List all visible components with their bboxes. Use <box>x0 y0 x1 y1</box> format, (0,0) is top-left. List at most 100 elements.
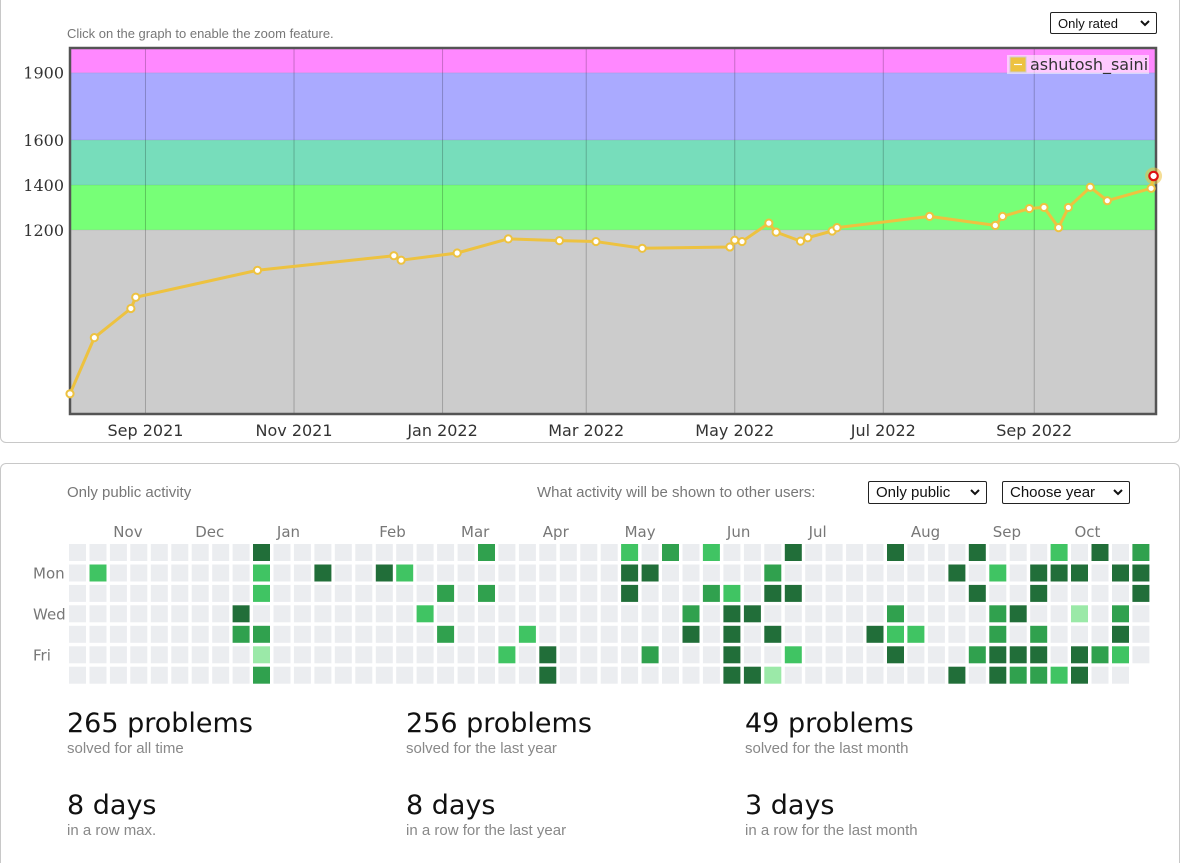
activity-cell[interactable] <box>723 666 741 684</box>
activity-cell[interactable] <box>887 666 904 684</box>
activity-cell[interactable] <box>396 564 414 582</box>
data-point[interactable] <box>89 333 99 343</box>
activity-cell[interactable] <box>1050 605 1068 623</box>
activity-cell[interactable] <box>866 605 884 623</box>
activity-cell[interactable] <box>723 544 741 561</box>
activity-cell[interactable] <box>478 564 495 582</box>
activity-cell[interactable] <box>232 584 250 602</box>
activity-cell[interactable] <box>293 564 311 582</box>
activity-cell[interactable] <box>968 564 986 582</box>
activity-cell[interactable] <box>887 544 904 561</box>
activity-cell[interactable] <box>375 584 393 602</box>
activity-cell[interactable] <box>437 625 455 643</box>
activity-cell[interactable] <box>641 605 659 623</box>
activity-cell[interactable] <box>273 584 291 602</box>
activity-cell[interactable] <box>1071 666 1088 684</box>
activity-cell[interactable] <box>498 625 516 643</box>
activity-cell[interactable] <box>866 564 884 582</box>
activity-cell[interactable] <box>109 666 127 684</box>
activity-cell[interactable] <box>600 625 618 643</box>
year-select[interactable]: Choose year <box>1002 481 1130 504</box>
activity-cell[interactable] <box>1091 666 1109 684</box>
activity-cell[interactable] <box>641 666 659 684</box>
activity-cell[interactable] <box>621 544 639 561</box>
activity-cell[interactable] <box>150 544 168 561</box>
data-point[interactable] <box>1063 202 1073 213</box>
activity-cell[interactable] <box>109 544 127 561</box>
activity-cell[interactable] <box>948 544 966 561</box>
activity-cell[interactable] <box>866 646 884 664</box>
activity-cell[interactable] <box>621 666 639 684</box>
activity-cell[interactable] <box>927 564 945 582</box>
activity-cell[interactable] <box>805 605 823 623</box>
activity-cell[interactable] <box>702 584 720 602</box>
activity-cell[interactable] <box>1030 646 1048 664</box>
data-point[interactable] <box>997 211 1008 222</box>
activity-cell[interactable] <box>334 544 352 561</box>
activity-cell[interactable] <box>437 544 455 561</box>
activity-cell[interactable] <box>375 646 393 664</box>
activity-cell[interactable] <box>1112 605 1129 623</box>
activity-cell[interactable] <box>150 564 168 582</box>
activity-cell[interactable] <box>621 584 639 602</box>
activity-cell[interactable] <box>825 666 843 684</box>
data-point[interactable] <box>1085 182 1095 192</box>
activity-cell[interactable] <box>109 646 127 664</box>
activity-cell[interactable] <box>109 564 127 582</box>
activity-cell[interactable] <box>1050 646 1068 664</box>
activity-cell[interactable] <box>232 564 250 582</box>
activity-cell[interactable] <box>743 646 761 664</box>
activity-cell[interactable] <box>355 646 373 664</box>
activity-cell[interactable] <box>907 584 925 602</box>
activity-cell[interactable] <box>702 666 720 684</box>
activity-cell[interactable] <box>662 544 679 561</box>
activity-cell[interactable] <box>212 646 230 664</box>
data-point[interactable] <box>771 227 781 237</box>
data-point[interactable] <box>389 251 399 261</box>
activity-cell[interactable] <box>191 605 209 623</box>
data-point[interactable] <box>1102 196 1112 206</box>
activity-cell[interactable] <box>743 605 761 623</box>
activity-cell[interactable] <box>662 666 679 684</box>
activity-cell[interactable] <box>805 646 823 664</box>
activity-cell[interactable] <box>846 564 864 582</box>
activity-cell[interactable] <box>989 564 1007 582</box>
activity-cell[interactable] <box>600 666 618 684</box>
activity-cell[interactable] <box>212 605 230 623</box>
activity-cell[interactable] <box>89 625 107 643</box>
activity-cell[interactable] <box>784 646 802 664</box>
activity-cell[interactable] <box>1009 666 1027 684</box>
activity-cell[interactable] <box>457 584 475 602</box>
activity-cell[interactable] <box>355 564 373 582</box>
activity-cell[interactable] <box>1132 584 1150 602</box>
activity-cell[interactable] <box>518 544 536 561</box>
activity-cell[interactable] <box>355 584 373 602</box>
activity-cell[interactable] <box>743 544 761 561</box>
activity-cell[interactable] <box>784 564 802 582</box>
activity-cell[interactable] <box>1132 564 1150 582</box>
activity-cell[interactable] <box>846 605 864 623</box>
activity-cell[interactable] <box>1091 605 1109 623</box>
activity-cell[interactable] <box>948 605 966 623</box>
activity-cell[interactable] <box>437 584 455 602</box>
activity-cell[interactable] <box>416 605 434 623</box>
activity-cell[interactable] <box>723 625 741 643</box>
activity-cell[interactable] <box>232 605 250 623</box>
activity-cell[interactable] <box>1091 625 1109 643</box>
activity-cell[interactable] <box>130 625 148 643</box>
activity-cell[interactable] <box>416 646 434 664</box>
activity-cell[interactable] <box>232 666 250 684</box>
activity-cell[interactable] <box>498 564 516 582</box>
activity-cell[interactable] <box>723 584 741 602</box>
activity-cell[interactable] <box>273 605 291 623</box>
activity-cell[interactable] <box>600 646 618 664</box>
activity-cell[interactable] <box>846 646 864 664</box>
activity-cell[interactable] <box>1071 584 1088 602</box>
activity-cell[interactable] <box>968 544 986 561</box>
activity-cell[interactable] <box>743 584 761 602</box>
activity-cell[interactable] <box>968 605 986 623</box>
activity-cell[interactable] <box>314 625 332 643</box>
activity-cell[interactable] <box>314 605 332 623</box>
data-point[interactable] <box>764 218 774 228</box>
activity-cell[interactable] <box>232 625 250 643</box>
